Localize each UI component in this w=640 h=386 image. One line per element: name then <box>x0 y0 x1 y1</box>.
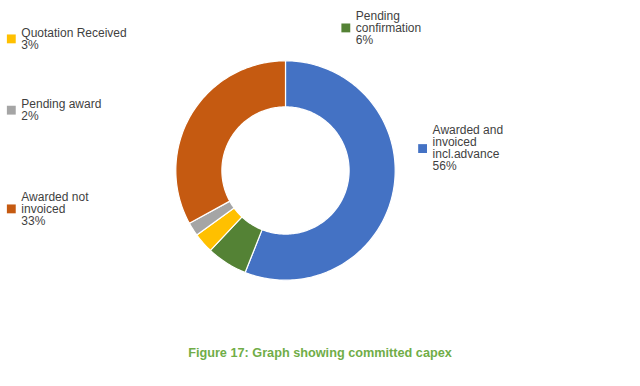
svg-text:Quotation Received3%: Quotation Received3% <box>21 26 126 52</box>
svg-text:Awarded andinvoicedincl.advanc: Awarded andinvoicedincl.advance56% <box>433 123 504 173</box>
svg-text:Awarded notinvoiced33%: Awarded notinvoiced33% <box>21 190 89 228</box>
html-text:Figure 17: Graph showing commi: Figure 17: Graph showing committed capex <box>188 346 452 360</box>
svg-text:Pendingconfirmation6%: Pendingconfirmation6% <box>356 9 421 47</box>
svg-text:Pending award2%: Pending award2% <box>21 97 101 123</box>
